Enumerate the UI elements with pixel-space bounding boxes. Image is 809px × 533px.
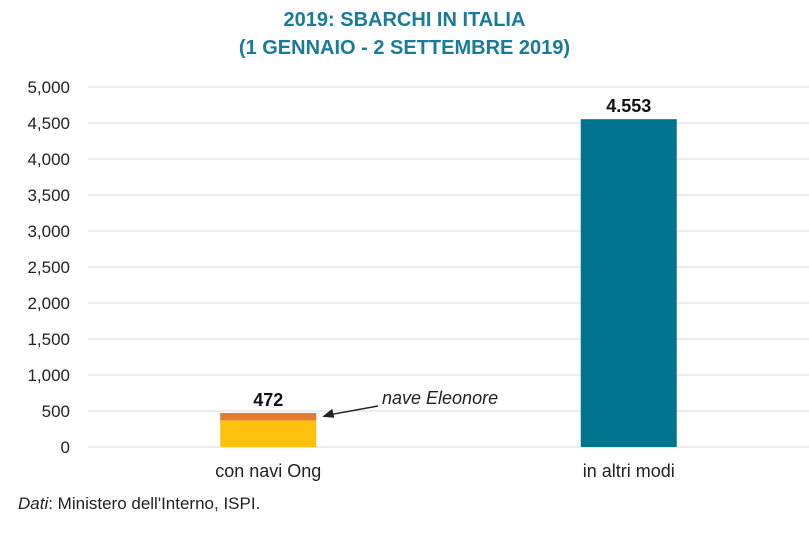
y-tick-label: 3,000: [27, 222, 70, 241]
source-label: Dati: [18, 494, 49, 513]
bar: [580, 119, 677, 448]
y-tick-label: 2,500: [27, 258, 70, 277]
x-tick-label: con navi Ong: [215, 461, 321, 481]
y-tick-label: 5,000: [27, 78, 70, 97]
bar-segment-eleonore: [220, 413, 317, 421]
annotation-label: nave Eleonore: [382, 388, 498, 408]
y-tick-label: 1,000: [27, 366, 70, 385]
y-tick-label: 4,500: [27, 114, 70, 133]
chart-subtitle: (1 GENNAIO - 2 SETTEMBRE 2019): [238, 37, 571, 59]
y-tick-label: 500: [42, 402, 70, 421]
source-note: Dati: Ministero dell'Interno, ISPI.: [18, 494, 260, 514]
x-tick-label: in altri modi: [583, 461, 675, 481]
y-tick-label: 0: [61, 438, 70, 457]
y-tick-label: 1,500: [27, 330, 70, 349]
annotation-arrow: [330, 405, 379, 416]
chart-title: 2019: SBARCHI IN ITALIA: [283, 9, 526, 31]
y-tick-label: 4,000: [27, 150, 70, 169]
source-text: : Ministero dell'Interno, ISPI.: [48, 494, 261, 513]
y-tick-label: 3,500: [27, 186, 70, 205]
chart-title-block: 2019: SBARCHI IN ITALIA (1 GENNAIO - 2 S…: [0, 6, 809, 62]
bar: [220, 420, 317, 447]
data-label: 472: [253, 390, 283, 410]
annotation-arrowhead: [322, 408, 335, 418]
y-tick-label: 2,000: [27, 294, 70, 313]
data-label: 4.553: [606, 96, 651, 116]
